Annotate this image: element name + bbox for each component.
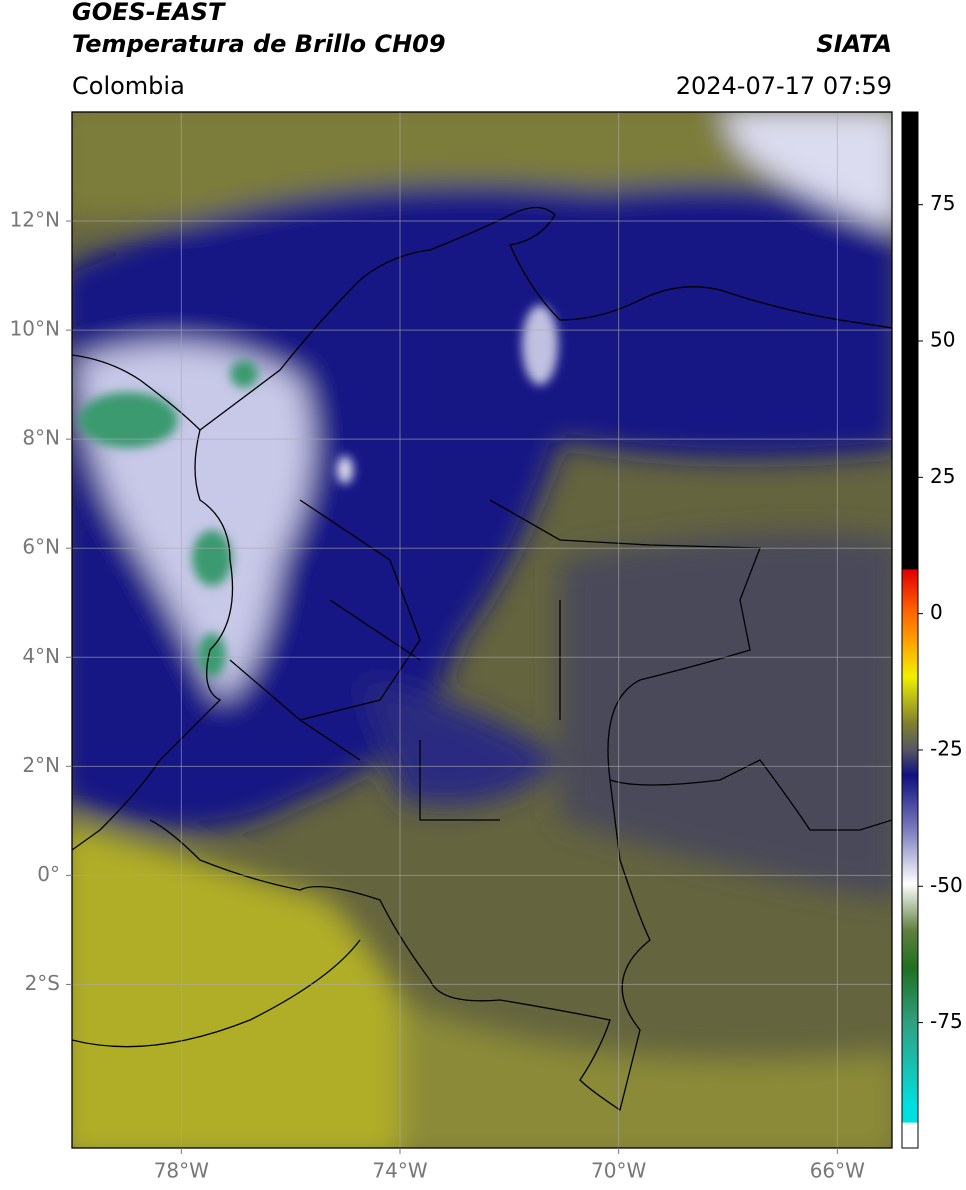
- x-tick-label: 78°W: [154, 1159, 209, 1183]
- subtitle: Temperatura de Brillo CH09: [72, 30, 446, 58]
- colorbar-tick-label: -75: [930, 1009, 963, 1033]
- x-tick-label: 70°W: [591, 1159, 646, 1183]
- y-tick-label: 0°: [37, 862, 60, 886]
- map-frame: [71, 111, 893, 1149]
- datetime: 2024-07-17 07:59: [676, 72, 892, 100]
- region: Colombia: [72, 72, 185, 100]
- colorbar-tick-label: -25: [930, 736, 963, 760]
- source: SIATA: [816, 30, 892, 58]
- x-tick-label: 74°W: [372, 1159, 427, 1183]
- colorbar-tick-label: 75: [930, 191, 955, 215]
- x-tick-label: 66°W: [810, 1159, 865, 1183]
- y-tick-label: 6°N: [22, 535, 60, 559]
- colorbar-tick-label: -50: [930, 873, 963, 897]
- colorbar-tick-label: 25: [930, 464, 955, 488]
- y-tick-label: 2°N: [22, 753, 60, 777]
- colorbar-tick-label: 50: [930, 328, 955, 352]
- title: GOES-EAST: [72, 0, 226, 26]
- y-tick-label: 12°N: [10, 208, 60, 232]
- y-tick-label: 4°N: [22, 644, 60, 668]
- y-tick-label: 2°S: [25, 971, 60, 995]
- graticule: [72, 112, 892, 1148]
- colorbar-tick-label: 0: [930, 600, 943, 624]
- y-tick-label: 10°N: [10, 317, 60, 341]
- colorbar: [901, 111, 919, 1149]
- satellite-image: [72, 112, 892, 1148]
- y-tick-label: 8°N: [22, 426, 60, 450]
